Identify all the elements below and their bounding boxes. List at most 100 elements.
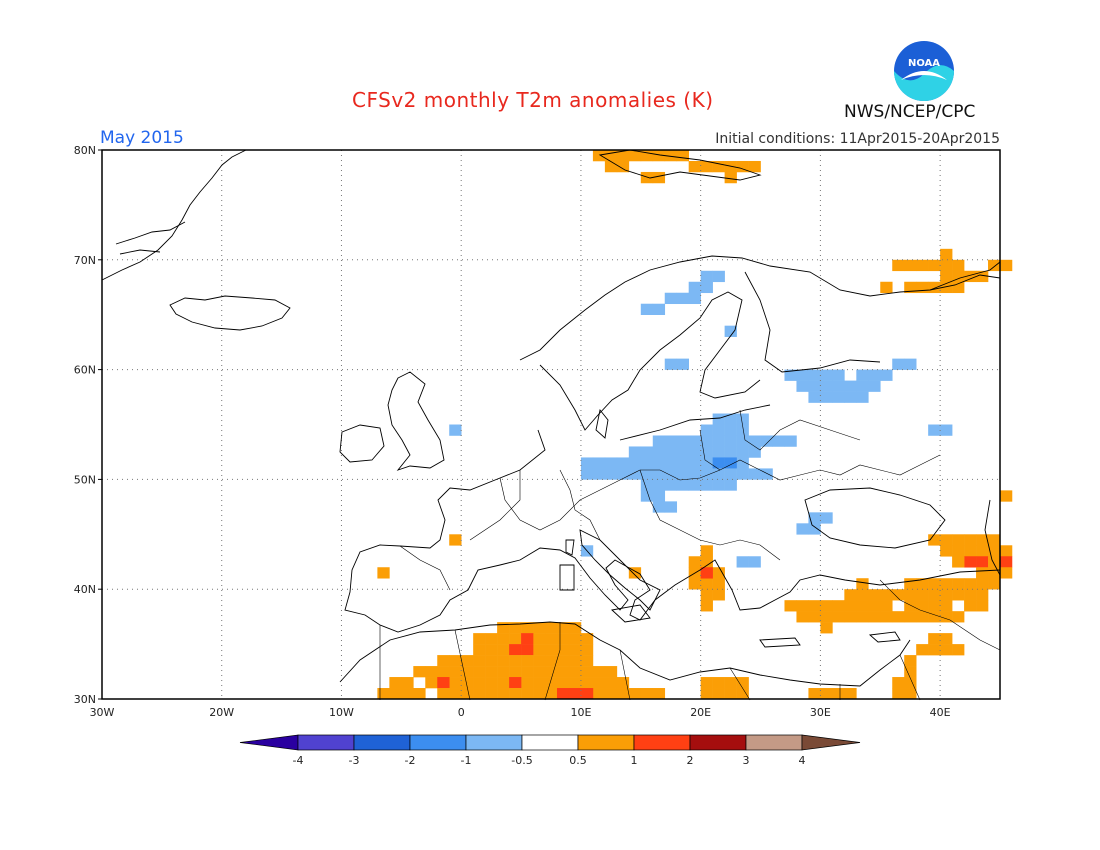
- anomaly-cell: [509, 655, 522, 667]
- anomaly-cell: [712, 270, 725, 283]
- lat-tick-label: 40N: [74, 583, 96, 596]
- anomaly-cell: [580, 633, 594, 645]
- anomaly-cell: [832, 688, 845, 700]
- anomaly-cell: [473, 655, 486, 667]
- anomaly-cell: [964, 589, 977, 601]
- anomaly-cell: [928, 633, 941, 645]
- lon-tick-label: 40E: [930, 706, 951, 719]
- anomaly-cell: [485, 688, 498, 700]
- anomaly-cell: [976, 270, 989, 283]
- anomaly-cell: [928, 600, 941, 612]
- anomaly-cell: [688, 281, 701, 294]
- anomaly-cell: [736, 677, 749, 689]
- anomaly-cell: [952, 281, 965, 294]
- colorbar-tick-label: 4: [799, 754, 806, 767]
- lat-tick-label: 60N: [74, 364, 96, 377]
- anomaly-cell: [916, 589, 929, 601]
- anomaly-cell: [568, 677, 582, 689]
- lon-tick-label: 20W: [209, 706, 234, 719]
- anomaly-cell: [808, 688, 821, 700]
- anomaly-cell: [916, 644, 929, 656]
- anomaly-cell: [724, 413, 737, 425]
- anomaly-cell: [568, 644, 582, 656]
- anomaly-cell: [521, 688, 534, 700]
- anomaly-cell: [940, 578, 953, 590]
- anomaly-cell: [988, 259, 1001, 272]
- anomaly-cell: [485, 633, 498, 645]
- anomaly-cell: [688, 468, 701, 480]
- anomaly-cell: [952, 578, 965, 590]
- anomaly-cell: [568, 666, 582, 678]
- anomaly-cell: [377, 688, 390, 700]
- anomaly-cell: [568, 622, 582, 634]
- colorbar-swatch: [297, 734, 355, 751]
- anomaly-cell: [485, 655, 498, 667]
- anomaly-cell: [964, 545, 977, 557]
- anomaly-cell: [700, 688, 713, 700]
- anomaly-cell: [724, 446, 737, 458]
- anomaly-cell: [628, 567, 642, 579]
- anomaly-cell: [748, 468, 761, 480]
- anomaly-cell: [700, 435, 713, 447]
- anomaly-cell: [856, 589, 869, 601]
- anomaly-cell: [509, 633, 522, 645]
- anomaly-cell: [724, 424, 737, 436]
- anomaly-cell: [712, 578, 725, 590]
- anomaly-cell: [1000, 490, 1013, 502]
- anomaly-cell: [509, 688, 522, 700]
- anomaly-cell: [820, 622, 833, 634]
- anomaly-cell: [664, 501, 678, 513]
- anomaly-cell: [533, 666, 546, 678]
- anomaly-cell: [928, 424, 941, 436]
- anomaly-cell: [976, 534, 989, 546]
- colorbar-swatch: [633, 734, 691, 751]
- anomaly-cell: [724, 479, 737, 491]
- anomaly-cell: [748, 160, 761, 173]
- anomaly-cell: [808, 380, 821, 392]
- anomaly-cell: [916, 259, 929, 272]
- anomaly-cell: [700, 545, 713, 557]
- anomaly-cell: [652, 171, 666, 184]
- anomaly-cell: [604, 468, 618, 480]
- anomaly-cell: [724, 325, 737, 337]
- anomaly-cell: [533, 677, 546, 689]
- colorbar-swatch: [689, 734, 747, 751]
- anomaly-cell: [664, 358, 678, 370]
- anomaly-cell: [712, 457, 725, 469]
- anomaly-cell: [868, 600, 881, 612]
- anomaly-cell: [856, 369, 869, 381]
- anomaly-cell: [736, 468, 749, 480]
- anomaly-cell: [437, 688, 450, 700]
- anomaly-cell: [964, 270, 977, 283]
- forecast-month: May 2015: [100, 128, 184, 148]
- anomaly-cell: [545, 633, 558, 645]
- anomaly-cell: [676, 435, 689, 447]
- anomaly-cell: [724, 160, 737, 173]
- anomaly-cell: [533, 633, 546, 645]
- anomaly-cells: [377, 150, 1013, 700]
- anomaly-cell: [521, 666, 534, 678]
- anomaly-cell: [628, 457, 642, 469]
- anomaly-cell: [580, 666, 594, 678]
- anomaly-cell: [748, 435, 761, 447]
- anomaly-cell: [640, 446, 654, 458]
- anomaly-cell: [964, 600, 977, 612]
- anomaly-cell: [604, 677, 618, 689]
- anomaly-cell: [437, 655, 450, 667]
- anomaly-cell: [664, 435, 678, 447]
- anomaly-cell: [700, 270, 713, 283]
- anomaly-cell: [760, 435, 773, 447]
- anomaly-cell: [485, 677, 498, 689]
- anomaly-cell: [952, 589, 965, 601]
- anomaly-cell: [497, 644, 510, 656]
- anomaly-cell: [545, 688, 558, 700]
- anomaly-cell: [509, 666, 522, 678]
- anomaly-cell: [640, 468, 654, 480]
- anomaly-cell: [736, 556, 749, 568]
- anomaly-cell: [545, 655, 558, 667]
- colorbar-max-arrow: [801, 734, 861, 751]
- anomaly-cell: [700, 567, 713, 579]
- anomaly-cell: [449, 677, 462, 689]
- colorbar-swatch: [465, 734, 523, 751]
- anomaly-cell: [521, 655, 534, 667]
